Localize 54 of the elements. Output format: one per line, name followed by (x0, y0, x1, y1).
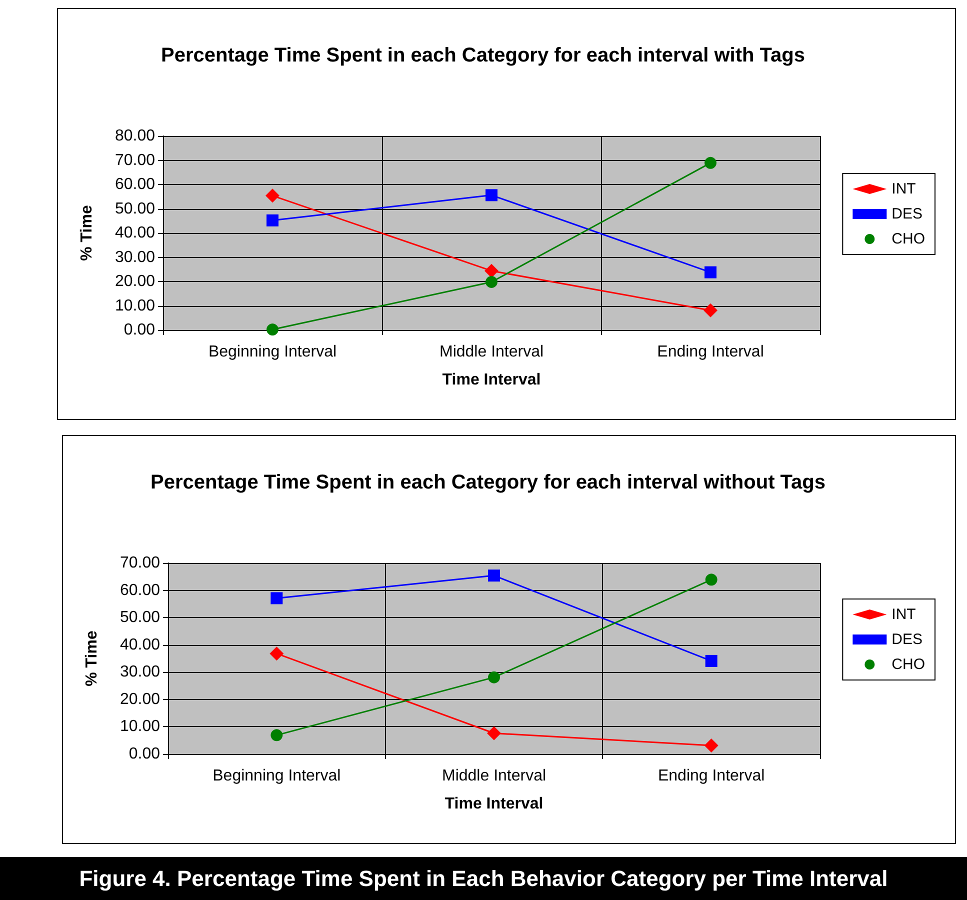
y-tick-label: 50.00 (114, 200, 156, 218)
x-tick-label: Beginning Interval (208, 344, 337, 360)
point (266, 188, 280, 203)
point (270, 646, 284, 661)
x-tick-label: Ending Interval (658, 768, 765, 784)
point (266, 324, 278, 336)
legend-label: DES (892, 206, 923, 222)
legend-label: CHO (892, 656, 926, 673)
y-tick-label: 10.00 (114, 297, 156, 314)
point (704, 266, 716, 278)
y-tick-label: 30.00 (114, 248, 156, 266)
y-axis-title: % Time (78, 205, 96, 261)
x-tick-label: Beginning Interval (212, 768, 341, 784)
y-tick-label: 10.00 (120, 718, 160, 736)
x-tick-label: Middle Interval (439, 344, 544, 360)
point (266, 214, 278, 226)
y-tick-label: 20.00 (120, 690, 160, 708)
y-tick-label: 40.00 (114, 224, 156, 242)
y-tick-label: 80.00 (114, 128, 156, 144)
point (270, 729, 283, 742)
point (488, 671, 500, 684)
y-tick-label: 20.00 (114, 273, 156, 290)
point (705, 654, 718, 667)
point (484, 264, 498, 278)
point (487, 726, 501, 740)
y-tick-label: 50.00 (120, 609, 160, 626)
y-tick-label: 0.00 (128, 746, 160, 762)
y-tick-label: 0.00 (124, 322, 156, 338)
x-tick-label: Ending Interval (657, 344, 764, 360)
y-axis-title: % Time (84, 630, 100, 686)
x-tick-label: Middle Interval (442, 768, 546, 784)
y-tick-label: 30.00 (120, 664, 160, 681)
point (704, 156, 716, 169)
legend-label: INT (892, 180, 916, 198)
point (270, 592, 283, 604)
caption: Figure 4. Percentage Time Spent in Each Behavior Category per Time Interval (0, 857, 967, 900)
y-tick-label: 70.00 (120, 554, 160, 572)
y-tick-label: 60.00 (114, 176, 156, 193)
point (488, 570, 500, 582)
y-tick-label: 40.00 (120, 636, 160, 654)
y-tick-label: 70.00 (114, 152, 156, 169)
x-axis-title: Time Interval (444, 796, 544, 812)
legend-label: INT (892, 606, 916, 623)
point (486, 189, 498, 202)
point (705, 574, 718, 586)
legend-label: CHO (892, 230, 926, 248)
point (486, 276, 498, 288)
chart-title: Percentage Time Spent in each Category for each interval without Tags (150, 472, 826, 494)
chart-title: Percentage Time Spent in each Category for each interval with Tags (161, 44, 805, 66)
x-axis-title: Time Interval (442, 372, 541, 388)
legend-label: DES (892, 631, 923, 648)
y-tick-label: 60.00 (120, 582, 160, 599)
point (704, 738, 718, 753)
point (704, 303, 718, 318)
